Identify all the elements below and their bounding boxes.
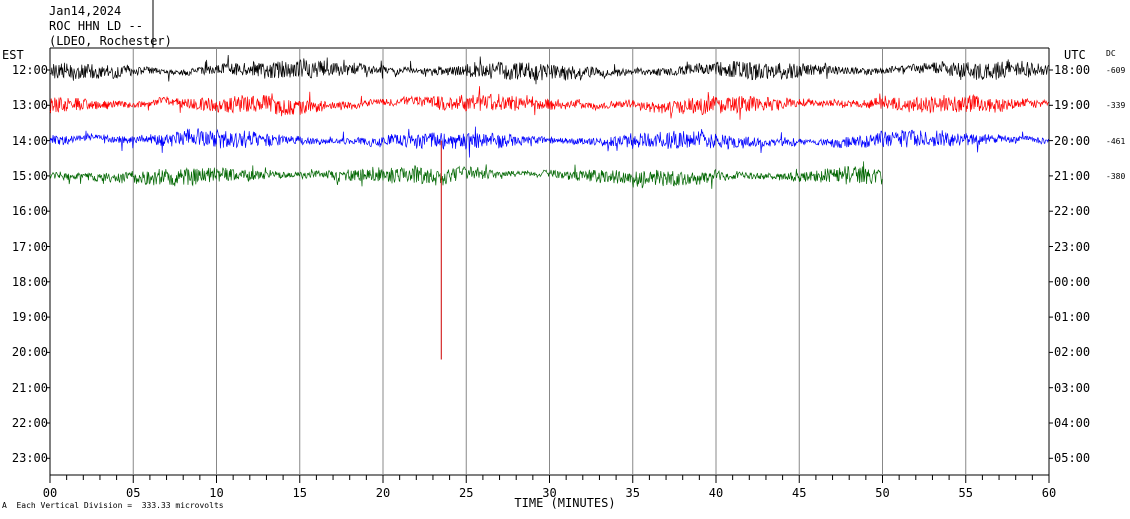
x-axis-label: TIME (MINUTES): [514, 496, 616, 510]
utc-hour-label: 04:00: [1054, 416, 1091, 430]
dc-offset-value: -380: [1106, 171, 1126, 181]
network-label: (LDEO, Rochester): [49, 34, 172, 48]
est-axis-label: EST: [2, 48, 24, 62]
scale-note: A Each Vertical Division = 333.33 microv…: [2, 501, 224, 510]
utc-hour-label: 22:00: [1054, 204, 1091, 219]
dc-offset-value: -339: [1106, 101, 1126, 111]
x-tick-label: 30: [542, 486, 557, 500]
x-tick-label: 40: [708, 486, 724, 500]
dc-offset-value: -461: [1106, 136, 1126, 146]
x-tick-label: 45: [792, 486, 807, 500]
date-label: Jan14,2024: [49, 4, 122, 18]
est-hour-label: 18:00: [11, 274, 48, 289]
utc-hour-label: 21:00: [1054, 168, 1091, 183]
utc-hour-label: 02:00: [1054, 345, 1091, 360]
utc-hour-label: 19:00: [1054, 98, 1091, 113]
x-tick-label: 55: [958, 486, 973, 500]
est-hour-label: 15:00: [11, 168, 48, 183]
utc-axis-label: UTC: [1064, 48, 1086, 62]
trace-1200: [49, 54, 1049, 85]
corner-mark: A: [2, 501, 7, 510]
x-tick-label: 10: [209, 486, 224, 500]
est-hour-label: 12:00: [11, 63, 48, 77]
x-tick-label: 05: [126, 486, 141, 500]
trace-1500: [49, 161, 883, 189]
x-tick-label: 15: [292, 486, 307, 500]
x-tick-label: 60: [1041, 486, 1057, 500]
x-tick-label: 35: [625, 486, 640, 500]
utc-hour-label: 20:00: [1054, 133, 1091, 148]
est-hour-label: 23:00: [11, 451, 48, 466]
x-tick-label: 25: [459, 486, 474, 500]
est-hour-label: 16:00: [11, 204, 48, 219]
dc-offset-value: -609: [1106, 66, 1126, 75]
x-tick-label: 50: [875, 486, 890, 500]
est-hour-label: 14:00: [11, 133, 48, 148]
utc-hour-label: 01:00: [1054, 310, 1091, 325]
est-hour-label: 13:00: [11, 98, 48, 113]
x-tick-label: 00: [42, 486, 58, 500]
dc-label: DC: [1106, 49, 1116, 58]
x-tick-label: 20: [375, 486, 391, 500]
utc-hour-label: 03:00: [1054, 380, 1091, 395]
scale-note-text: Each Vertical Division = 333.33 microvol…: [16, 501, 224, 510]
station-label: ROC HHN LD --: [49, 19, 143, 33]
est-hour-label: 20:00: [11, 345, 48, 360]
est-hour-label: 17:00: [11, 239, 48, 254]
trace-1300: [49, 86, 1049, 120]
est-hour-label: 19:00: [11, 310, 48, 325]
est-hour-label: 22:00: [11, 416, 48, 430]
utc-hour-label: 23:00: [1054, 239, 1091, 254]
utc-hour-label: 00:00: [1054, 274, 1091, 289]
utc-hour-label: 18:00: [1054, 63, 1091, 77]
utc-hour-label: 05:00: [1054, 451, 1091, 466]
est-hour-label: 21:00: [11, 380, 48, 395]
trace-1400: [49, 126, 1049, 158]
